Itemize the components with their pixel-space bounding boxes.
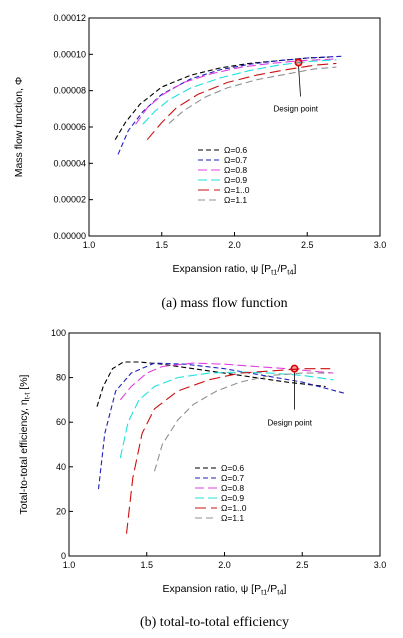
x-tick-label: 2.5 [301, 240, 314, 250]
legend-entry: Ω=0.7 [224, 155, 247, 165]
x-tick-label: 1.5 [155, 240, 168, 250]
chart-a-caption: (a) mass flow function [161, 296, 287, 311]
y-tick-label: 0.00002 [53, 195, 86, 205]
x-tick-label: 2.0 [228, 240, 241, 250]
y-tick-label: 40 [56, 462, 66, 472]
chart-a-y-axis-label: Mass flow function, Φ [13, 77, 25, 178]
y-tick-label: 60 [56, 417, 66, 427]
chart-a-design-point-marker [294, 58, 303, 67]
chart-b-annotation-text: Design point [267, 419, 312, 428]
chart-a-annotation-leader [298, 65, 301, 97]
legend-entry: Ω=1..0 [221, 503, 247, 513]
chart-b-xlabel-mid: /P [267, 583, 277, 595]
y-tick-label: 0.00004 [53, 158, 86, 168]
chart-b-legend: Ω=0.6Ω=0.7Ω=0.8Ω=0.9Ω=1..0Ω=1.1 [195, 463, 247, 523]
chart-a-x-ticks: 1.0 1.5 2.0 2.5 3.0 [83, 232, 387, 250]
chart-b-xlabel-math: ψ [P [241, 583, 261, 595]
chart-a-x-axis-label: Expansion ratio, ψ [Pt1/Pt4] [173, 263, 297, 277]
chart-a-xlabel-math: ψ [P [251, 263, 271, 275]
chart-b-y-ticks: 0 20 40 60 80 100 [51, 328, 73, 561]
chart-a-legend: Ω=0.6Ω=0.7Ω=0.8Ω=0.9Ω=1..0Ω=1.1 [198, 145, 250, 205]
chart-b-ylabel-main: Total-to-total efficiency, η [18, 399, 30, 514]
chart-b-xlabel-sub2: t4 [277, 588, 283, 597]
y-tick-label: 20 [56, 506, 66, 516]
chart-b-xlabel-end: ] [284, 583, 287, 595]
x-tick-label: 2.0 [218, 560, 231, 570]
y-tick-label: 100 [51, 328, 66, 338]
legend-entry: Ω=0.8 [224, 165, 247, 175]
legend-entry: Ω=0.6 [224, 145, 247, 155]
x-tick-label: 1.0 [63, 560, 76, 570]
x-tick-label: 1.5 [140, 560, 153, 570]
x-tick-label: 3.0 [374, 240, 387, 250]
y-tick-label: 0.00006 [53, 122, 86, 132]
chart-b-ylabel-end: [%] [18, 374, 30, 392]
chart-a-y-ticks: 0.00000 0.00002 0.00004 0.00006 0.00008 0.000… [53, 13, 93, 241]
legend-entry: Ω=1.1 [221, 513, 244, 523]
chart-a-xlabel-mid: /P [277, 263, 287, 275]
y-tick-label: 0.00008 [53, 86, 86, 96]
y-tick-label: 0 [61, 551, 66, 561]
chart-a-series [114, 55, 344, 155]
chart-a-xlabel-sub2: t4 [287, 268, 293, 277]
chart-b-series [96, 361, 345, 534]
x-tick-label: 1.0 [83, 240, 96, 250]
x-tick-label: 3.0 [374, 560, 387, 570]
x-tick-label: 2.5 [296, 560, 309, 570]
series-line-2 [97, 362, 345, 490]
series-line-6 [168, 66, 337, 124]
series-line-4 [142, 59, 337, 125]
y-tick-label: 0.00000 [53, 231, 86, 241]
legend-entry: Ω=0.9 [221, 493, 244, 503]
legend-entry: Ω=0.9 [224, 175, 247, 185]
series-line-1 [96, 361, 326, 407]
chart-b-y-axis-label: Total-to-total efficiency, ηt-t [%] [18, 374, 32, 514]
chart-a-design-point-annotation: Design point [274, 58, 319, 114]
legend-entry: Ω=1..0 [224, 185, 250, 195]
series-line-3 [135, 58, 337, 125]
chart-a-xlabel-end: ] [294, 263, 297, 275]
y-tick-label: 80 [56, 373, 66, 383]
chart-a-annotation-text: Design point [274, 105, 319, 114]
chart-b-design-point-marker [290, 364, 299, 373]
y-tick-label: 0.00012 [53, 13, 86, 23]
chart-a-xlabel-prefix: Expansion ratio, [173, 263, 248, 275]
chart-b-xlabel-sub1: t1 [261, 588, 267, 597]
series-line-6 [153, 372, 331, 472]
mass-flow-chart: 0.00000 0.00002 0.00004 0.00006 0.00008 0.000… [13, 13, 386, 311]
legend-entry: Ω=0.7 [221, 473, 244, 483]
chart-b-x-axis-label: Expansion ratio, ψ [Pt1/Pt4] [163, 583, 287, 597]
y-tick-label: 0.00010 [53, 49, 86, 59]
chart-b-caption: (b) total-to-total efficiency [140, 615, 289, 630]
series-line-4 [119, 371, 334, 459]
legend-entry: Ω=0.8 [221, 483, 244, 493]
chart-b-xlabel-prefix: Expansion ratio, [163, 583, 238, 595]
series-line-2 [117, 55, 344, 155]
chart-b-design-point-annotation: Design point [267, 364, 313, 428]
chart-b-ylabel-sub: t-t [23, 392, 32, 400]
chart-b-x-ticks: 1.0 1.5 2.0 2.5 3.0 [63, 552, 387, 570]
chart-a-xlabel-sub1: t1 [271, 268, 277, 277]
series-line-5 [146, 62, 337, 141]
legend-entry: Ω=1.1 [224, 195, 247, 205]
series-line-3 [119, 362, 334, 401]
legend-entry: Ω=0.6 [221, 463, 244, 473]
